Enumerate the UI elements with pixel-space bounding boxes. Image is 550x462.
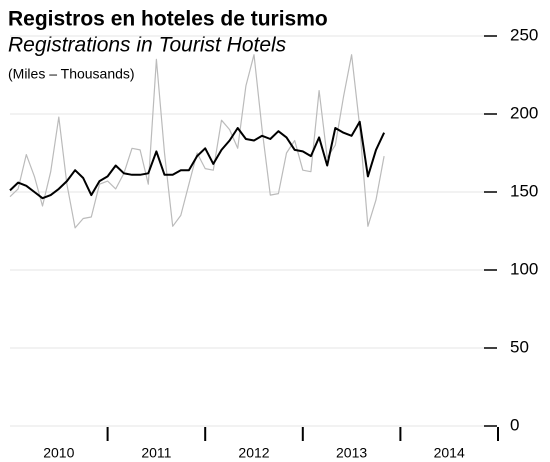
y-tick-label: 50 bbox=[510, 337, 529, 356]
x-tick-label: 2013 bbox=[336, 445, 367, 461]
chart-title: Registros en hoteles de turismo bbox=[8, 8, 328, 31]
y-tick-label: 0 bbox=[510, 415, 519, 434]
x-tick-label: 2010 bbox=[43, 445, 74, 461]
unit-note: (Miles – Thousands) bbox=[8, 66, 135, 82]
y-tick-label: 200 bbox=[510, 103, 538, 122]
series-line bbox=[9, 54, 385, 229]
y-tick-label: 150 bbox=[510, 181, 538, 200]
y-tick-label: 250 bbox=[510, 25, 538, 44]
chart-subtitle: Registrations in Tourist Hotels bbox=[8, 34, 287, 57]
y-tick-label: 100 bbox=[510, 259, 538, 278]
x-tick-label: 2011 bbox=[141, 445, 171, 461]
x-tick-label: 2012 bbox=[238, 445, 269, 461]
series-line bbox=[9, 120, 386, 200]
x-tick-label: 2014 bbox=[434, 445, 465, 461]
